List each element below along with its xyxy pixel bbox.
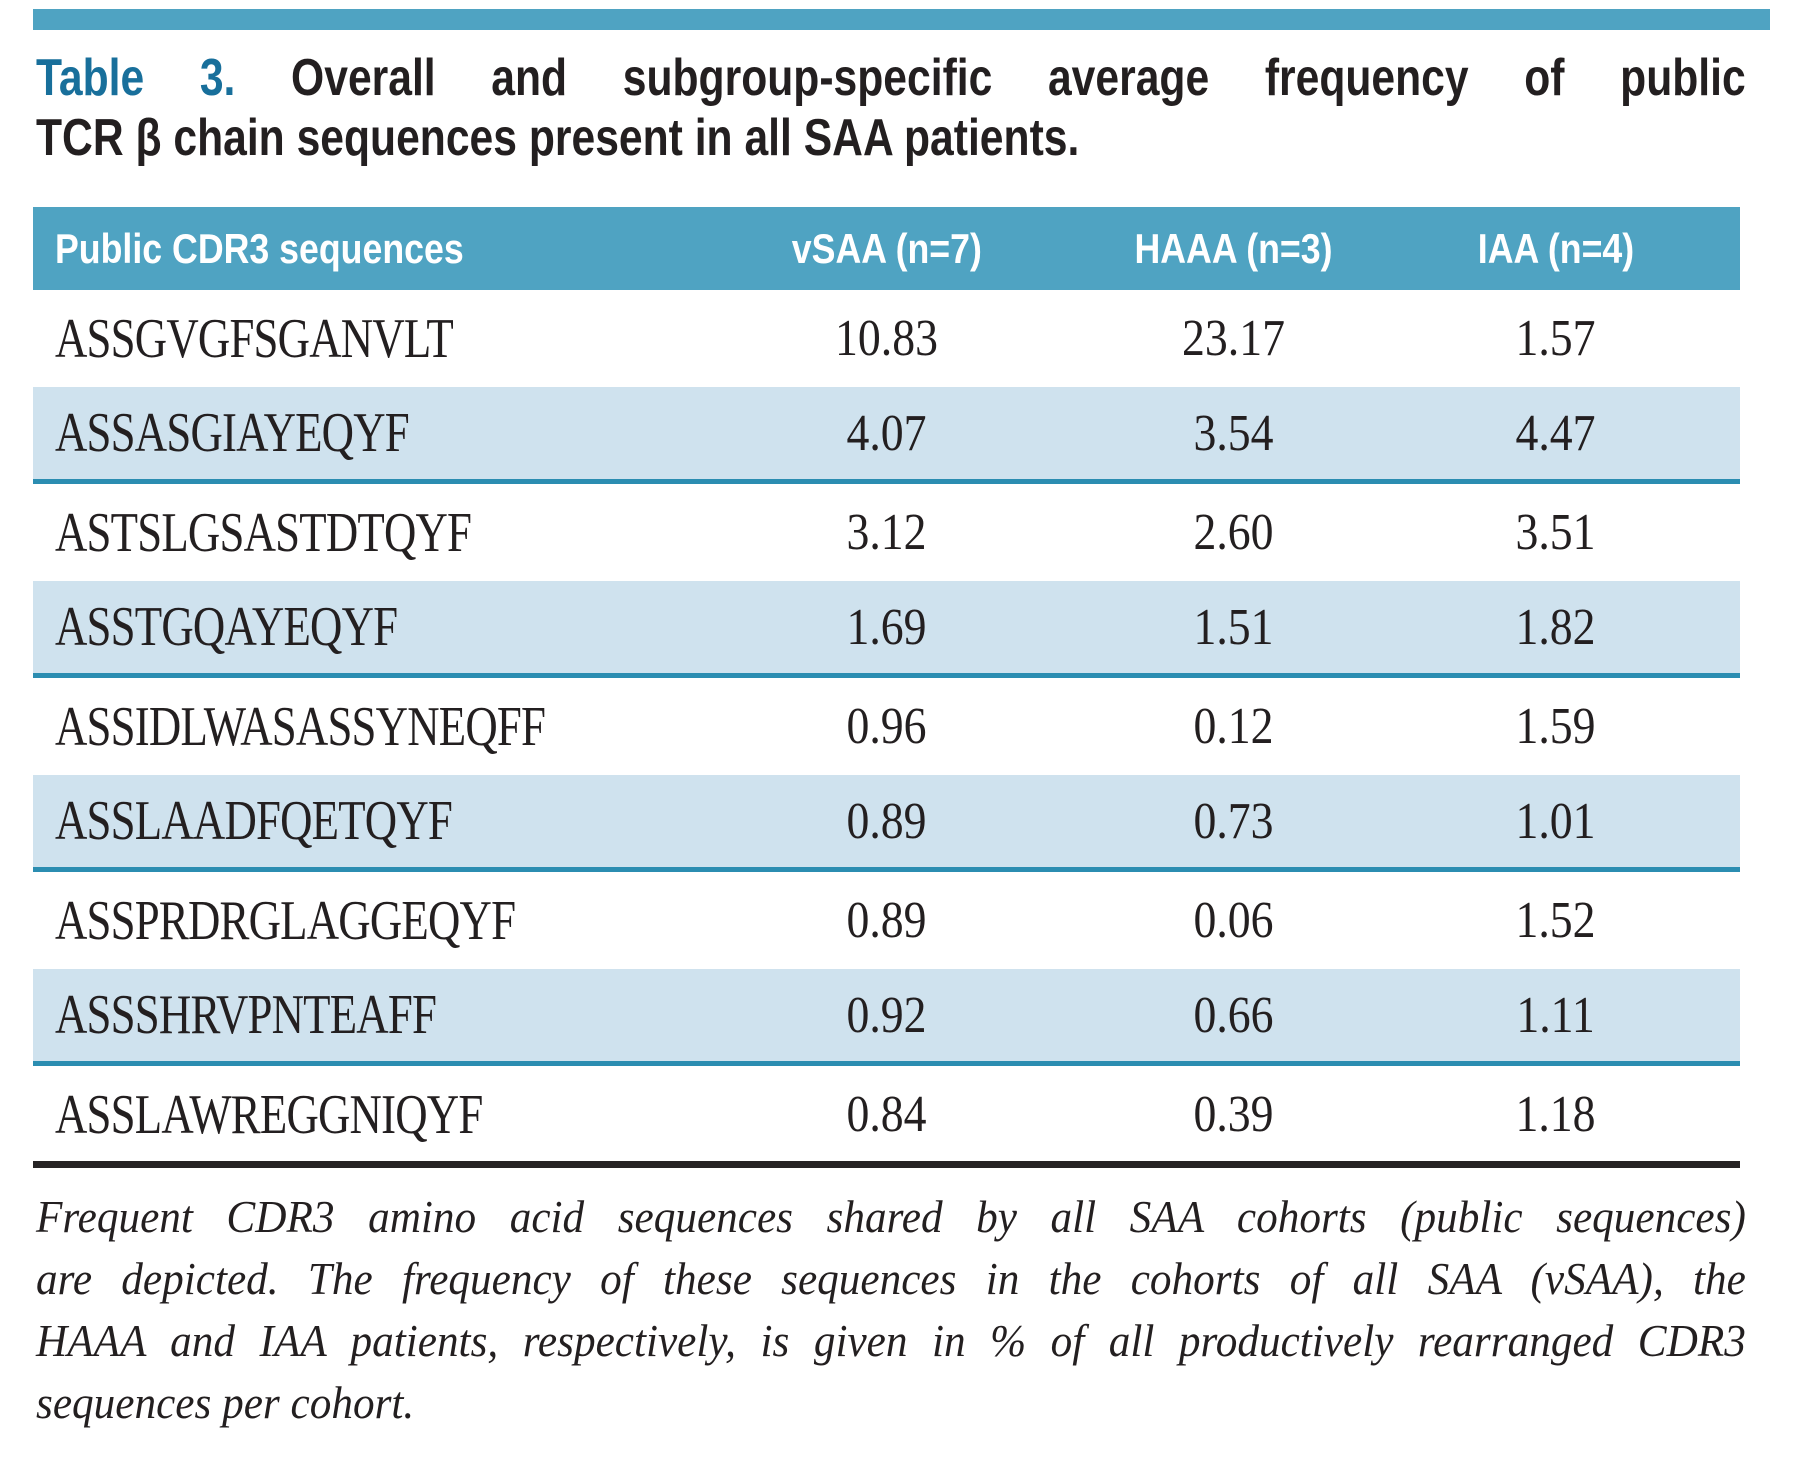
sequence-cell: ASSIDLWASASSYNEQFF: [55, 695, 546, 758]
sequence-cell: ASTSLGSASTDTQYF: [55, 501, 472, 564]
iaa-cell: 1.57: [1515, 310, 1596, 367]
iaa-cell: 1.52: [1515, 892, 1596, 949]
table-row: ASSSHRVPNTEAFF 0.92 0.66 1.11: [33, 969, 1740, 1066]
vsaa-cell: 0.89: [846, 892, 927, 949]
haaa-cell: 23.17: [1181, 310, 1285, 367]
table-row: ASSPRDRGLAGGEQYF 0.89 0.06 1.52: [33, 872, 1740, 969]
table-row: ASSASGIAYEQYF 4.07 3.54 4.47: [33, 387, 1740, 484]
haaa-cell: 0.73: [1192, 792, 1274, 850]
footnote-line-3: HAAA and IAA patients, respectively, is …: [36, 1315, 1746, 1366]
table-bottom-rule: [33, 1161, 1740, 1168]
caption-line-1: Table 3. Overall and subgroup-specific a…: [36, 48, 1746, 108]
iaa-cell: 1.01: [1515, 792, 1596, 850]
haaa-cell: 0.12: [1192, 698, 1274, 755]
table-row: ASSGVGFSGANVLT 10.83 23.17 1.57: [33, 290, 1740, 387]
table-row: ASTSLGSASTDTQYF 3.12 2.60 3.51: [33, 484, 1740, 581]
table-caption: Table 3. Overall and subgroup-specific a…: [36, 48, 1746, 168]
caption-table-number: Table 3.: [36, 49, 236, 107]
vsaa-cell: 0.92: [846, 986, 927, 1044]
haaa-cell: 1.51: [1192, 598, 1274, 656]
header-iaa: IAA (n=4): [1477, 224, 1634, 272]
iaa-cell: 1.82: [1515, 598, 1596, 656]
header-public-cdr3: Public CDR3 sequences: [55, 224, 464, 272]
iaa-cell: 3.51: [1515, 504, 1596, 561]
haaa-cell: 0.06: [1192, 892, 1274, 949]
table-footnote: Frequent CDR3 amino acid sequences share…: [36, 1186, 1746, 1434]
iaa-cell: 1.11: [1516, 986, 1595, 1044]
table-header-row: Public CDR3 sequences vSAA (n=7) HAAA (n…: [33, 207, 1740, 290]
footnote-line-2: are depicted. The frequency of these seq…: [36, 1253, 1746, 1304]
iaa-cell: 4.47: [1515, 404, 1596, 462]
data-table: Public CDR3 sequences vSAA (n=7) HAAA (n…: [33, 207, 1740, 1163]
sequence-cell: ASSLAWREGGNIQYF: [55, 1083, 483, 1146]
sequence-cell: ASSPRDRGLAGGEQYF: [55, 889, 516, 952]
sequence-cell: ASSGVGFSGANVLT: [55, 307, 454, 370]
table-row: ASSLAADFQETQYF 0.89 0.73 1.01: [33, 775, 1740, 872]
sequence-cell: ASSLAADFQETQYF: [55, 790, 453, 852]
table-row: ASSTGQAYEQYF 1.69 1.51 1.82: [33, 581, 1740, 678]
vsaa-cell: 0.96: [846, 698, 927, 755]
haaa-cell: 0.66: [1192, 986, 1274, 1044]
vsaa-cell: 10.83: [835, 310, 938, 367]
vsaa-cell: 3.12: [846, 504, 927, 561]
header-haaa: HAAA (n=3): [1133, 224, 1332, 272]
table-body: ASSGVGFSGANVLT 10.83 23.17 1.57 ASSASGIA…: [33, 290, 1740, 1163]
top-accent-bar: [33, 9, 1770, 30]
vsaa-cell: 1.69: [846, 598, 927, 656]
iaa-cell: 1.18: [1515, 1086, 1596, 1143]
caption-line-2: TCR β chain sequences present in all SAA…: [36, 109, 1080, 167]
iaa-cell: 1.59: [1515, 698, 1596, 755]
footnote-line-1: Frequent CDR3 amino acid sequences share…: [36, 1191, 1746, 1242]
vsaa-cell: 4.07: [846, 404, 927, 462]
sequence-cell: ASSSHRVPNTEAFF: [55, 984, 437, 1046]
header-vsaa: vSAA (n=7): [791, 224, 982, 272]
haaa-cell: 3.54: [1192, 404, 1274, 462]
footnote-line-4: sequences per cohort.: [36, 1377, 415, 1428]
vsaa-cell: 0.89: [846, 792, 927, 850]
vsaa-cell: 0.84: [846, 1086, 927, 1143]
sequence-cell: ASSASGIAYEQYF: [55, 402, 410, 464]
table-row: ASSIDLWASASSYNEQFF 0.96 0.12 1.59: [33, 678, 1740, 775]
caption-line-1-text: Overall and subgroup-specific average fr…: [235, 49, 1746, 107]
haaa-cell: 2.60: [1192, 504, 1274, 561]
sequence-cell: ASSTGQAYEQYF: [55, 596, 398, 658]
table-row: ASSLAWREGGNIQYF 0.84 0.39 1.18: [33, 1066, 1740, 1163]
haaa-cell: 0.39: [1192, 1086, 1274, 1143]
